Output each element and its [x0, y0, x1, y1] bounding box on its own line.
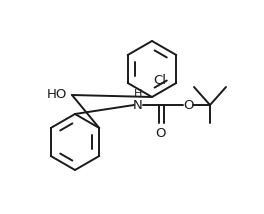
- Text: O: O: [183, 98, 193, 111]
- Text: HO: HO: [47, 88, 67, 101]
- Text: O: O: [156, 127, 166, 140]
- Text: Cl: Cl: [153, 73, 166, 86]
- Text: N: N: [133, 98, 143, 111]
- Text: H: H: [134, 89, 142, 99]
